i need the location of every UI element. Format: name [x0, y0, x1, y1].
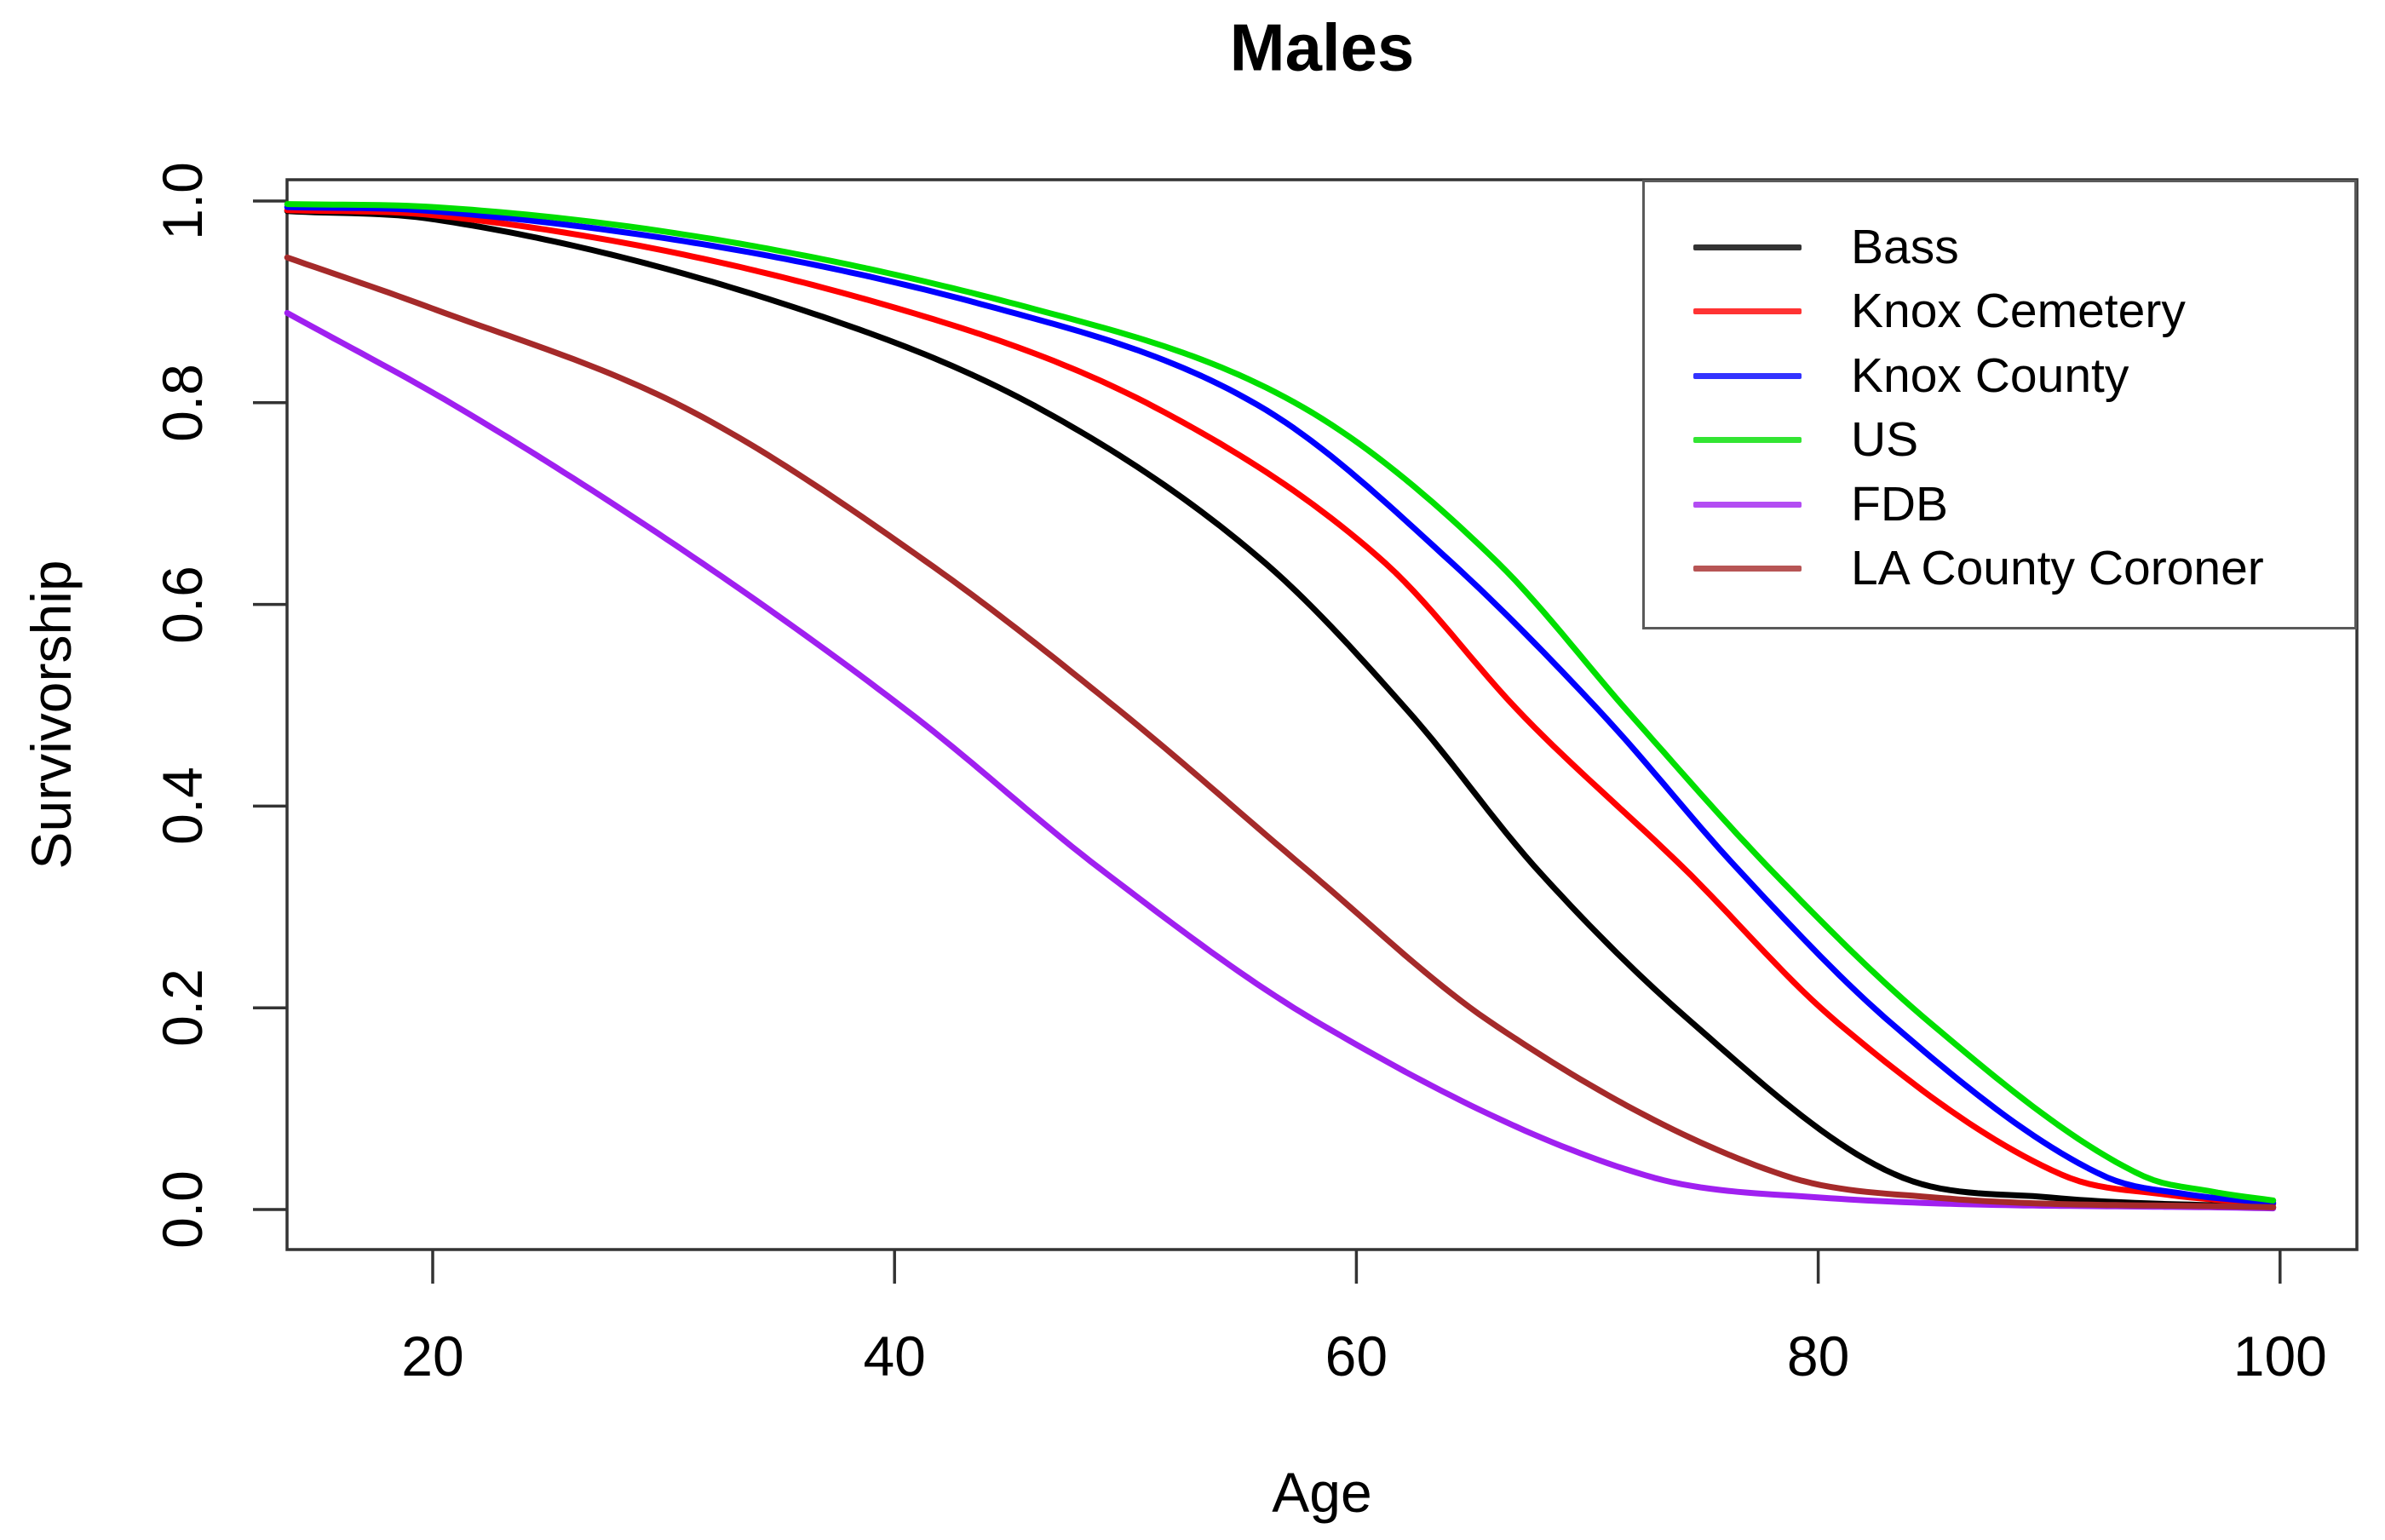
- series-curve-bass: [284, 208, 2277, 1210]
- legend-label: LA County Coroner: [1851, 541, 2264, 595]
- legend-line-swatch: [1693, 501, 1802, 508]
- legend-label: Bass: [1851, 220, 1959, 274]
- series-curve-fdb: [284, 309, 2277, 1212]
- series-curve-la-county-coroner: [284, 254, 2277, 1210]
- y-tick-label: 0.8: [151, 363, 214, 442]
- legend-label: FDB: [1851, 476, 1948, 532]
- y-tick-label: 1.0: [151, 162, 214, 240]
- legend-line-swatch: [1693, 437, 1802, 444]
- x-tick-label: 60: [1325, 1325, 1388, 1388]
- legend: Bass Knox Cemetery Knox County US FDB LA Coun…: [1642, 180, 2357, 629]
- y-tick-label: 0.0: [151, 1170, 214, 1249]
- plot-box: [285, 178, 2359, 1251]
- chart-title: Males: [1229, 9, 1415, 85]
- x-tick-label: 80: [1786, 1325, 1850, 1388]
- legend-line-swatch: [1693, 566, 1802, 572]
- legend-line-swatch: [1693, 244, 1802, 250]
- y-tick-label: 0.6: [151, 565, 214, 644]
- legend-line-swatch: [1693, 372, 1802, 379]
- y-tick-label: 0.2: [151, 968, 214, 1048]
- x-tick-label: 40: [863, 1325, 926, 1388]
- legend-label: Knox Cemetery: [1851, 284, 2186, 339]
- series-curve-us: [284, 201, 2277, 1204]
- y-tick-label: 0.4: [151, 767, 214, 846]
- legend-label: Knox County: [1851, 348, 2129, 403]
- series-curve-knox-cemetery: [284, 207, 2277, 1207]
- x-tick-label: 100: [2233, 1325, 2327, 1388]
- series-curve-knox-county: [284, 204, 2277, 1206]
- legend-line-swatch: [1693, 308, 1802, 315]
- x-axis-label: Age: [1272, 1461, 1372, 1524]
- y-axis-label: Survivorship: [20, 560, 83, 870]
- x-tick-label: 20: [401, 1325, 464, 1388]
- legend-label: US: [1851, 412, 1919, 468]
